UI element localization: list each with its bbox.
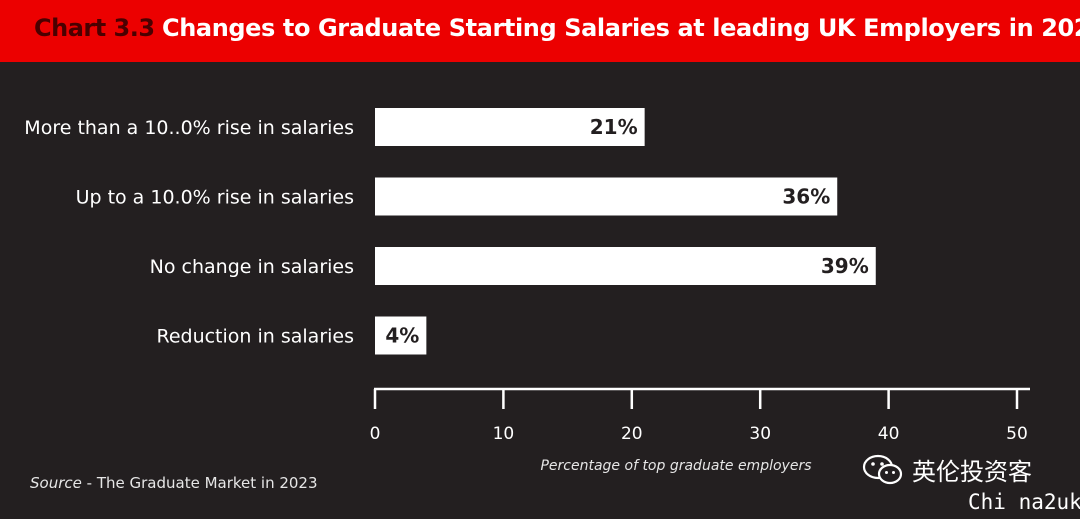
category-label: No change in salaries: [150, 256, 354, 278]
x-tick-label: 20: [621, 424, 643, 444]
data-label: 36%: [782, 185, 830, 209]
chart-number: Chart 3.3: [34, 14, 155, 42]
source-label: Source: [30, 474, 82, 492]
bar: [375, 247, 876, 285]
data-label: 39%: [821, 254, 869, 278]
watermark: 英伦投资客: [862, 452, 1032, 487]
x-tick-label: 40: [878, 424, 900, 444]
chart-title: Changes to Graduate Starting Salaries at…: [162, 14, 1080, 42]
watermark-name: 英伦投资客: [912, 458, 1032, 486]
x-tick-label: 50: [1006, 424, 1028, 444]
title-bar: Chart 3.3 Changes to Graduate Starting S…: [0, 0, 1080, 62]
source-text: - The Graduate Market in 2023: [86, 474, 318, 492]
category-label: Up to a 10.0% rise in salaries: [76, 187, 354, 209]
category-label: More than a 10..0% rise in salaries: [24, 117, 354, 139]
bar: [375, 108, 645, 146]
category-label: Reduction in salaries: [156, 326, 354, 348]
x-axis-label: Percentage of top graduate employers: [540, 458, 811, 474]
x-tick-label: 0: [370, 424, 381, 444]
data-label: 4%: [385, 324, 419, 348]
source-note: Source - The Graduate Market in 2023: [30, 474, 318, 492]
data-label: 21%: [590, 115, 638, 139]
watermark-sub: Chi na2uk: [968, 490, 1080, 514]
bar-chart: More than a 10..0% rise in salaries 21% Up…: [24, 108, 1030, 474]
wechat-icon: [862, 454, 903, 484]
x-tick-label: 10: [493, 424, 515, 444]
bar: [375, 316, 427, 355]
bar: [375, 177, 838, 216]
x-tick-label: 30: [749, 424, 771, 444]
